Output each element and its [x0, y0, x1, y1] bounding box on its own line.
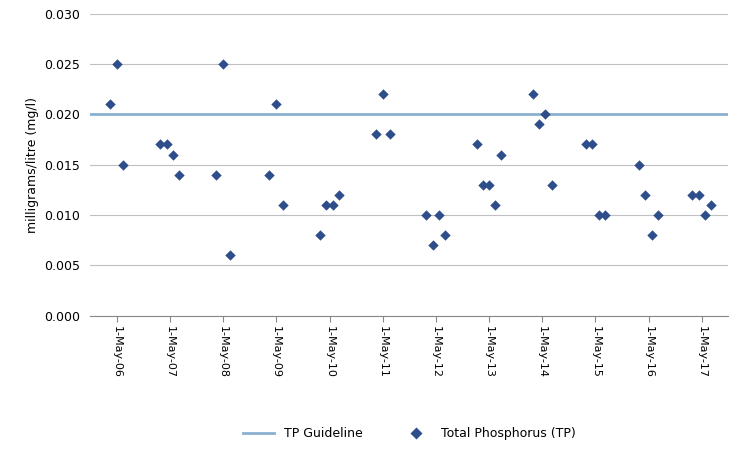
Point — [167, 151, 179, 158]
Point — [699, 212, 711, 219]
Point — [104, 101, 116, 108]
Point — [533, 121, 545, 128]
Point — [217, 60, 229, 68]
Point — [652, 212, 665, 219]
Legend: TP Guideline, Total Phosphorus (TP): TP Guideline, Total Phosphorus (TP) — [237, 423, 581, 446]
Point — [277, 201, 289, 208]
Point — [593, 212, 605, 219]
Point — [587, 141, 599, 148]
Point — [173, 171, 185, 178]
Point — [110, 60, 122, 68]
Point — [270, 101, 282, 108]
Point — [421, 212, 433, 219]
Point — [314, 231, 326, 239]
Point — [117, 161, 129, 168]
Point — [599, 212, 611, 219]
Point — [495, 151, 507, 158]
Y-axis label: milligrams/litre (mg/l): milligrams/litre (mg/l) — [26, 97, 39, 233]
Point — [539, 110, 551, 118]
Point — [472, 141, 484, 148]
Point — [526, 91, 538, 98]
Point — [264, 171, 276, 178]
Point — [433, 212, 445, 219]
Point — [483, 181, 495, 189]
Point — [224, 252, 236, 259]
Point — [546, 181, 558, 189]
Point — [161, 141, 173, 148]
Point — [489, 201, 501, 208]
Point — [327, 201, 339, 208]
Point — [692, 191, 704, 198]
Point — [686, 191, 698, 198]
Point — [369, 131, 382, 138]
Point — [477, 181, 489, 189]
Point — [646, 231, 658, 239]
Point — [155, 141, 167, 148]
Point — [210, 171, 222, 178]
Point — [320, 201, 332, 208]
Point — [639, 191, 651, 198]
Point — [580, 141, 592, 148]
Point — [439, 231, 451, 239]
Point — [333, 191, 345, 198]
Point — [377, 91, 389, 98]
Point — [633, 161, 645, 168]
Point — [384, 131, 396, 138]
Point — [427, 242, 439, 249]
Point — [705, 201, 717, 208]
